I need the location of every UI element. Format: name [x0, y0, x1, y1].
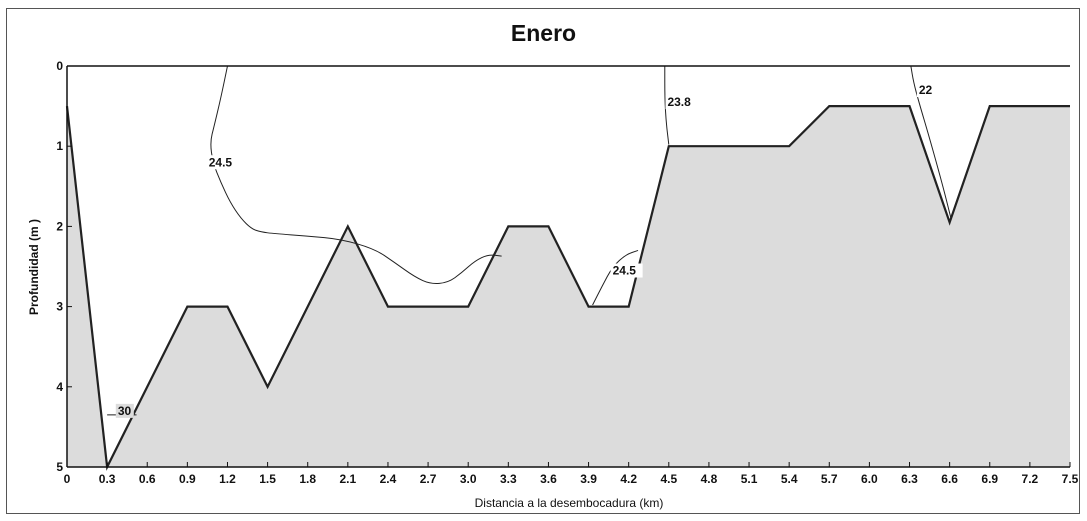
isoline-label-bg — [206, 155, 239, 170]
x-tick-label: 0.3 — [99, 472, 116, 486]
isoline-22-3 — [910, 65, 952, 219]
x-tick-label: 4.2 — [620, 472, 637, 486]
y-tick-label: 1 — [56, 139, 63, 153]
x-tick-label: 6.3 — [901, 472, 918, 486]
bottom-fill — [67, 106, 1070, 467]
x-tick-label: 6.6 — [941, 472, 958, 486]
isoline-24.5-0 — [210, 65, 502, 284]
x-tick-label: 5.4 — [781, 472, 798, 486]
isoline-label-bg — [610, 263, 643, 278]
y-tick-label: 0 — [56, 59, 63, 73]
y-tick-label: 4 — [56, 380, 63, 394]
isoline-label-23.8: 23.8 — [667, 95, 691, 109]
x-tick-label: 2.1 — [339, 472, 356, 486]
y-tick-label: 3 — [56, 300, 63, 314]
isoline-label-bg — [115, 403, 134, 418]
isoline-23.8-2 — [664, 66, 670, 145]
x-tick-label: 1.5 — [259, 472, 276, 486]
bottom-profile-line — [65, 104, 1070, 471]
x-tick-label: 3.0 — [460, 472, 477, 486]
x-tick-label: 5.7 — [821, 472, 838, 486]
x-tick-label: 7.2 — [1022, 472, 1039, 486]
isoline-24.5-1 — [592, 249, 639, 306]
x-tick-label: 0 — [64, 472, 71, 486]
y-axis-label: Profundidad (m ) — [27, 219, 41, 315]
isoline-label-bg — [916, 83, 935, 98]
isoline-label-bg — [665, 95, 698, 110]
x-tick-label: 6.9 — [981, 472, 998, 486]
x-tick-label: 5.1 — [741, 472, 758, 486]
x-tick-label: 4.8 — [701, 472, 718, 486]
x-tick-label: 0.9 — [179, 472, 196, 486]
x-tick-label: 6.0 — [861, 472, 878, 486]
x-tick-label: 1.2 — [219, 472, 236, 486]
y-tick-label: 5 — [56, 460, 63, 474]
x-tick-label: 7.5 — [1062, 472, 1079, 486]
x-tick-label: 1.8 — [299, 472, 316, 486]
x-tick-label: 4.5 — [660, 472, 677, 486]
isoline-label-30: 30 — [118, 404, 132, 418]
y-tick-label: 2 — [56, 219, 63, 233]
x-tick-label: 3.6 — [540, 472, 557, 486]
isoline-label-22: 22 — [919, 83, 933, 97]
x-tick-label: 3.9 — [580, 472, 597, 486]
x-tick-label: 0.6 — [139, 472, 156, 486]
x-axis-label: Distancia a la desembocadura (km) — [475, 496, 664, 510]
x-tick-label: 3.3 — [500, 472, 517, 486]
chart-title: Enero — [510, 20, 577, 46]
isoline-label-24.5: 24.5 — [613, 264, 637, 278]
isoline-label-24.5: 24.5 — [209, 155, 233, 169]
x-tick-label: 2.7 — [420, 472, 437, 486]
x-tick-label: 2.4 — [380, 472, 397, 486]
